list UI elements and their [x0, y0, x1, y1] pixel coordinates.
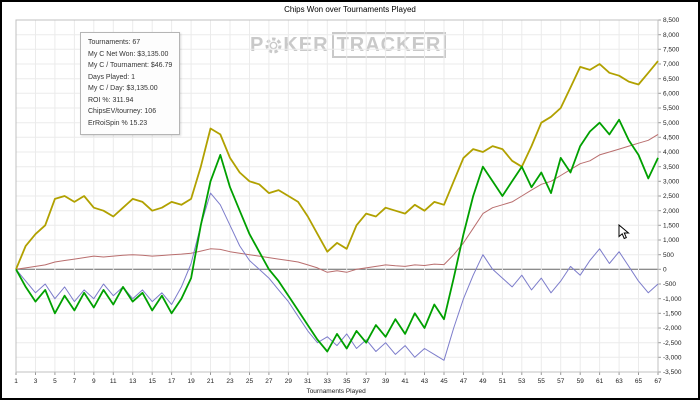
stat-line-per-tournament: My C / Tournament: $46.79 [88, 62, 173, 70]
svg-text:-2,000: -2,000 [663, 325, 682, 332]
pokertracker-watermark: P KER TRACKER [250, 32, 447, 58]
svg-text:25: 25 [246, 378, 254, 385]
chart-title: Chips Won over Tournaments Played [284, 5, 416, 14]
svg-text:49: 49 [479, 378, 487, 385]
svg-text:43: 43 [421, 378, 429, 385]
stats-tooltip: Tournaments: 67 My C Net Won: $3,135.00 … [80, 32, 181, 136]
svg-text:-500: -500 [663, 281, 676, 288]
svg-text:5: 5 [53, 378, 57, 385]
svg-text:37: 37 [363, 378, 371, 385]
svg-text:31: 31 [304, 378, 312, 385]
svg-text:500: 500 [663, 252, 674, 259]
svg-text:41: 41 [401, 378, 409, 385]
stat-line-erroispin: ErRoiSpin % 15.23 [88, 119, 148, 127]
svg-text:61: 61 [596, 378, 604, 385]
svg-text:8,000: 8,000 [663, 32, 680, 39]
svg-text:-1,000: -1,000 [663, 296, 682, 303]
watermark-text-p: P [250, 33, 265, 56]
svg-text:55: 55 [538, 378, 546, 385]
svg-text:3,500: 3,500 [663, 164, 680, 171]
svg-text:3: 3 [34, 378, 38, 385]
svg-text:7: 7 [73, 378, 77, 385]
watermark-text-ker: KER [283, 33, 329, 56]
red-trend-line [15, 133, 659, 273]
svg-text:51: 51 [499, 378, 507, 385]
svg-text:47: 47 [460, 378, 468, 385]
svg-text:8,500: 8,500 [663, 17, 680, 24]
svg-text:4,500: 4,500 [663, 135, 680, 142]
svg-text:-2,500: -2,500 [663, 340, 682, 347]
svg-text:1: 1 [14, 378, 18, 385]
svg-text:59: 59 [577, 378, 585, 385]
svg-text:1,500: 1,500 [663, 223, 680, 230]
svg-text:9: 9 [92, 378, 96, 385]
svg-text:23: 23 [226, 378, 234, 385]
stat-line-net-won: My C Net Won: $3,135.00 [88, 50, 169, 58]
svg-text:57: 57 [557, 378, 565, 385]
poker-chip-icon [265, 37, 282, 53]
svg-text:35: 35 [343, 378, 351, 385]
svg-text:-3,000: -3,000 [663, 355, 682, 362]
svg-text:3,000: 3,000 [663, 179, 680, 186]
stat-line-per-day: My C / Day: $3,135.00 [88, 85, 158, 93]
svg-text:19: 19 [187, 378, 195, 385]
svg-text:13: 13 [129, 378, 137, 385]
yellow-cumulative-chips-line [15, 60, 659, 270]
svg-text:2,000: 2,000 [663, 208, 680, 215]
svg-text:7,500: 7,500 [663, 47, 680, 54]
svg-text:2,500: 2,500 [663, 193, 680, 200]
stat-line-roi: ROI %: 311.94 [88, 96, 134, 104]
svg-text:11: 11 [110, 378, 117, 385]
svg-text:4,000: 4,000 [663, 149, 680, 156]
x-axis-title: Tournaments Played [306, 388, 366, 395]
svg-text:27: 27 [265, 378, 273, 385]
svg-text:53: 53 [518, 378, 526, 385]
svg-text:1,000: 1,000 [663, 237, 680, 244]
svg-text:-3,500: -3,500 [663, 369, 682, 376]
svg-text:17: 17 [168, 378, 176, 385]
svg-text:5,500: 5,500 [663, 105, 680, 112]
svg-text:65: 65 [635, 378, 643, 385]
stat-line-days-played: Days Played: 1 [88, 73, 136, 81]
svg-text:29: 29 [285, 378, 293, 385]
mouse-cursor [618, 224, 630, 240]
svg-text:39: 39 [382, 378, 390, 385]
svg-text:6,000: 6,000 [663, 91, 680, 98]
stat-line-chipsev: ChipsEV/tourney: 106 [88, 108, 157, 116]
svg-text:7,000: 7,000 [663, 61, 680, 68]
svg-text:0: 0 [663, 267, 667, 274]
svg-text:15: 15 [149, 378, 157, 385]
svg-text:-1,500: -1,500 [663, 311, 682, 318]
stat-line-tournaments: Tournaments: 67 [88, 39, 141, 46]
svg-text:33: 33 [324, 378, 332, 385]
svg-text:21: 21 [207, 378, 215, 385]
svg-text:5,000: 5,000 [663, 120, 680, 127]
svg-text:67: 67 [654, 378, 662, 385]
watermark-text-tracker: TRACKER [331, 32, 447, 58]
svg-text:45: 45 [440, 378, 448, 385]
green-series-line [15, 118, 659, 353]
svg-text:6,500: 6,500 [663, 76, 680, 83]
svg-text:63: 63 [615, 378, 623, 385]
